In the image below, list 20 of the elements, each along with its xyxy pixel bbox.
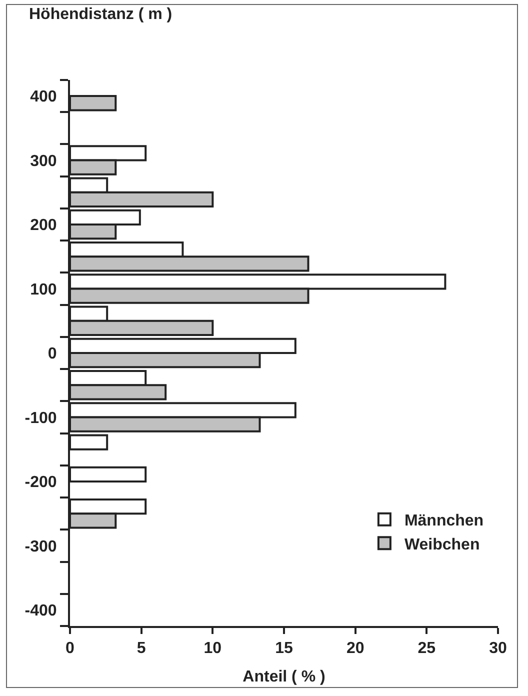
legend-label: Männchen: [404, 512, 484, 530]
y-tick-label: -400: [24, 602, 57, 620]
y-tick-label: -100: [24, 410, 57, 427]
x-tick-label: 10: [204, 640, 222, 658]
y-tick-label: -200: [24, 474, 57, 492]
x-tick-label: 30: [489, 640, 507, 658]
x-tick-label: 5: [136, 640, 146, 658]
legend-label: Weibchen: [404, 536, 480, 554]
x-tick-label: 25: [418, 640, 436, 658]
y-tick-label: 100: [30, 281, 57, 298]
x-axis-title: Anteil ( % ): [242, 668, 326, 686]
y-axis-title: Höhendistanz ( m ): [29, 6, 172, 23]
y-tick-label: 400: [30, 88, 57, 106]
x-tick-label: 20: [346, 640, 364, 658]
x-tick-label: 15: [275, 640, 293, 658]
y-tick-label: 200: [30, 217, 57, 234]
y-tick-label: -300: [24, 538, 57, 556]
y-tick-label: 300: [30, 152, 57, 170]
y-tick-label: 0: [48, 346, 57, 363]
x-tick-label: 0: [66, 640, 75, 658]
